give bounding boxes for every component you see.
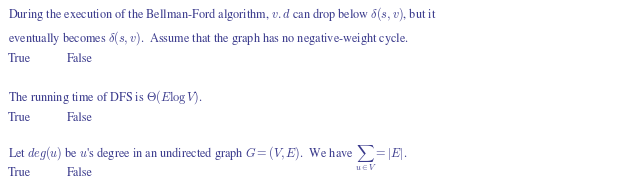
Text: eventually becomes $\delta(s, v)$.  Assume that the graph has no negative-weight: eventually becomes $\delta(s, v)$. Assum… — [8, 29, 409, 47]
Text: False: False — [67, 53, 93, 65]
Text: Let $\mathit{deg}(u)$ be $u$'s degree in an undirected graph $G = (V, E)$.  We h: Let $\mathit{deg}(u)$ be $u$'s degree in… — [8, 144, 407, 173]
Text: True: True — [8, 53, 31, 65]
Text: False: False — [67, 112, 93, 124]
Text: True: True — [8, 167, 31, 179]
Text: False: False — [67, 167, 93, 179]
Text: During the execution of the Bellman-Ford algorithm, $v.d$ can drop below $\delta: During the execution of the Bellman-Ford… — [8, 6, 437, 23]
Text: The running time of DFS is $\Theta(E \log V)$.: The running time of DFS is $\Theta(E \lo… — [8, 88, 203, 106]
Text: True: True — [8, 112, 31, 124]
